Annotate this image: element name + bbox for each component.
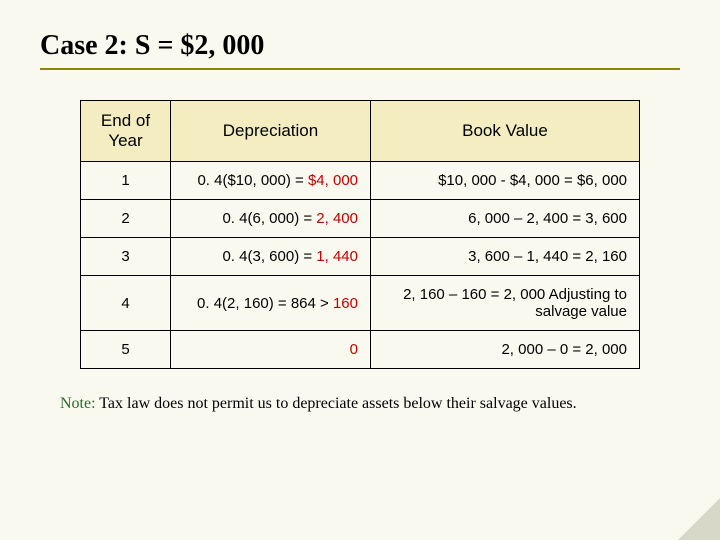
- dep-pre: 0. 4(6, 000) =: [222, 210, 316, 227]
- cell-year: 4: [81, 276, 171, 331]
- table-row: 2 0. 4(6, 000) = 2, 400 6, 000 – 2, 400 …: [81, 200, 640, 238]
- depreciation-table: End of Year Depreciation Book Value 1 0.…: [80, 100, 640, 369]
- cell-book-value: 3, 600 – 1, 440 = 2, 160: [371, 238, 640, 276]
- table-row: 4 0. 4(2, 160) = 864 > 160 2, 160 – 160 …: [81, 276, 640, 331]
- dep-pre: 0. 4(3, 600) =: [222, 248, 316, 265]
- cell-book-value: $10, 000 - $4, 000 = $6, 000: [371, 162, 640, 200]
- title-container: Case 2: S = $2, 000: [40, 30, 680, 70]
- cell-book-value: 6, 000 – 2, 400 = 3, 600: [371, 200, 640, 238]
- note-text: Note: Tax law does not permit us to depr…: [40, 395, 680, 413]
- cell-year: 2: [81, 200, 171, 238]
- note-label: Note:: [60, 395, 96, 412]
- cell-book-value: 2, 000 – 0 = 2, 000: [371, 331, 640, 369]
- dep-red: 1, 440: [316, 248, 358, 265]
- cell-book-value: 2, 160 – 160 = 2, 000 Adjusting to salva…: [371, 276, 640, 331]
- page-title: Case 2: S = $2, 000: [40, 30, 680, 62]
- table-row: 3 0. 4(3, 600) = 1, 440 3, 600 – 1, 440 …: [81, 238, 640, 276]
- dep-pre: 0. 4(2, 160) = 864 >: [197, 295, 333, 312]
- cell-depreciation: 0: [171, 331, 371, 369]
- cell-year: 3: [81, 238, 171, 276]
- cell-depreciation: 0. 4(3, 600) = 1, 440: [171, 238, 371, 276]
- dep-pre: 0. 4($10, 000) =: [197, 172, 308, 189]
- cell-depreciation: 0. 4($10, 000) = $4, 000: [171, 162, 371, 200]
- dep-red: 2, 400: [316, 210, 358, 227]
- dep-red: $4, 000: [308, 172, 358, 189]
- table-row: 1 0. 4($10, 000) = $4, 000 $10, 000 - $4…: [81, 162, 640, 200]
- table-header-row: End of Year Depreciation Book Value: [81, 101, 640, 162]
- cell-depreciation: 0. 4(2, 160) = 864 > 160: [171, 276, 371, 331]
- table-wrap: End of Year Depreciation Book Value 1 0.…: [40, 100, 680, 369]
- dep-red: 160: [333, 295, 358, 312]
- table-row: 5 0 2, 000 – 0 = 2, 000: [81, 331, 640, 369]
- dep-red: 0: [350, 341, 358, 358]
- note-body: Tax law does not permit us to depreciate…: [96, 395, 577, 412]
- page-corner-fold: [678, 498, 720, 540]
- col-header-book-value: Book Value: [371, 101, 640, 162]
- cell-year: 5: [81, 331, 171, 369]
- cell-depreciation: 0. 4(6, 000) = 2, 400: [171, 200, 371, 238]
- col-header-depreciation: Depreciation: [171, 101, 371, 162]
- cell-year: 1: [81, 162, 171, 200]
- col-header-year: End of Year: [81, 101, 171, 162]
